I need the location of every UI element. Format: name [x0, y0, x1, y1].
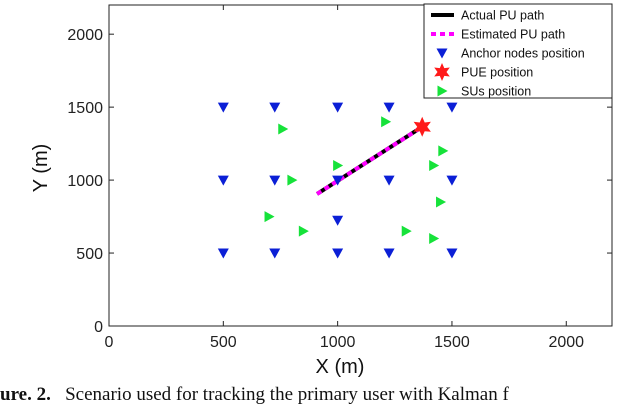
su-marker	[438, 145, 449, 157]
anchor-node-marker	[446, 175, 458, 186]
x-tick-label: 0	[105, 334, 114, 351]
caption-text: Scenario used for tracking the primary u…	[65, 384, 509, 405]
anchor-node-marker	[269, 175, 281, 186]
x-tick-label: 2000	[548, 334, 584, 351]
y-axis: 0 500 1000 1500 2000	[67, 27, 612, 336]
su-marker	[381, 116, 392, 128]
anchor-node-marker	[446, 248, 458, 259]
estimated-path-line	[315, 125, 424, 196]
su-marker	[429, 160, 440, 171]
anchor-node-marker	[269, 102, 281, 113]
y-tick-label: 500	[76, 246, 103, 263]
anchor-node-marker	[383, 248, 395, 259]
x-tick-label: 1500	[434, 334, 470, 351]
legend-triangle-right-icon	[437, 85, 448, 97]
caption-label: ure. 2.	[0, 384, 51, 405]
anchor-node-marker	[332, 102, 344, 113]
anchor-node-marker	[383, 175, 395, 186]
x-axis-title: X (m)	[316, 356, 365, 378]
anchor-node-marker	[217, 175, 229, 186]
su-marker	[287, 174, 298, 186]
anchor-node-marker	[332, 248, 344, 259]
legend-star-icon	[434, 63, 450, 81]
legend-label: Actual PU path	[461, 9, 544, 23]
anchor-node-marker	[446, 102, 458, 113]
legend-label: Anchor nodes position	[461, 47, 585, 61]
y-tick-label: 1000	[67, 173, 103, 190]
x-tick-label: 1000	[320, 334, 356, 351]
y-tick-label: 2000	[67, 27, 103, 44]
su-marker	[264, 211, 275, 223]
anchor-node-marker	[269, 248, 281, 259]
legend-label: Estimated PU path	[461, 28, 565, 42]
su-marker	[429, 232, 440, 244]
anchor-node-marker	[332, 215, 344, 226]
y-tick-label: 1500	[67, 100, 103, 117]
legend-label: SUs position	[461, 85, 531, 99]
anchor-node-marker	[217, 102, 229, 113]
series-anchor-nodes-position	[217, 102, 458, 259]
legend-item: SUs position	[437, 85, 531, 99]
y-tick-label: 0	[94, 319, 103, 336]
su-marker	[401, 225, 412, 237]
x-axis: 0 500 1000 1500 2000	[105, 5, 584, 351]
su-marker	[333, 160, 344, 171]
anchor-node-marker	[383, 102, 395, 113]
legend-label: PUE position	[461, 66, 533, 80]
series-pue-position	[413, 116, 431, 137]
legend-triangle-down-icon	[436, 48, 448, 59]
series-estimated-pu-path	[315, 125, 424, 196]
su-marker	[298, 225, 309, 237]
su-marker	[436, 196, 447, 208]
y-axis-title: Y (m)	[30, 144, 52, 193]
legend-box	[423, 3, 613, 99]
figure-caption: ure. 2. Scenario used for tracking the p…	[0, 384, 640, 406]
legend-item: Anchor nodes position	[436, 47, 585, 61]
legend-item: Estimated PU path	[431, 28, 565, 42]
series-sus-position	[264, 116, 449, 244]
pue-marker	[413, 116, 431, 137]
x-tick-label: 500	[210, 334, 237, 351]
su-marker	[278, 123, 289, 135]
anchor-node-marker	[217, 248, 229, 259]
anchor-node-marker	[332, 175, 344, 186]
legend-item: PUE position	[434, 63, 533, 81]
legend-item: Actual PU path	[431, 9, 544, 23]
legend: Actual PU path Estimated PU path Anchor no…	[423, 3, 613, 99]
